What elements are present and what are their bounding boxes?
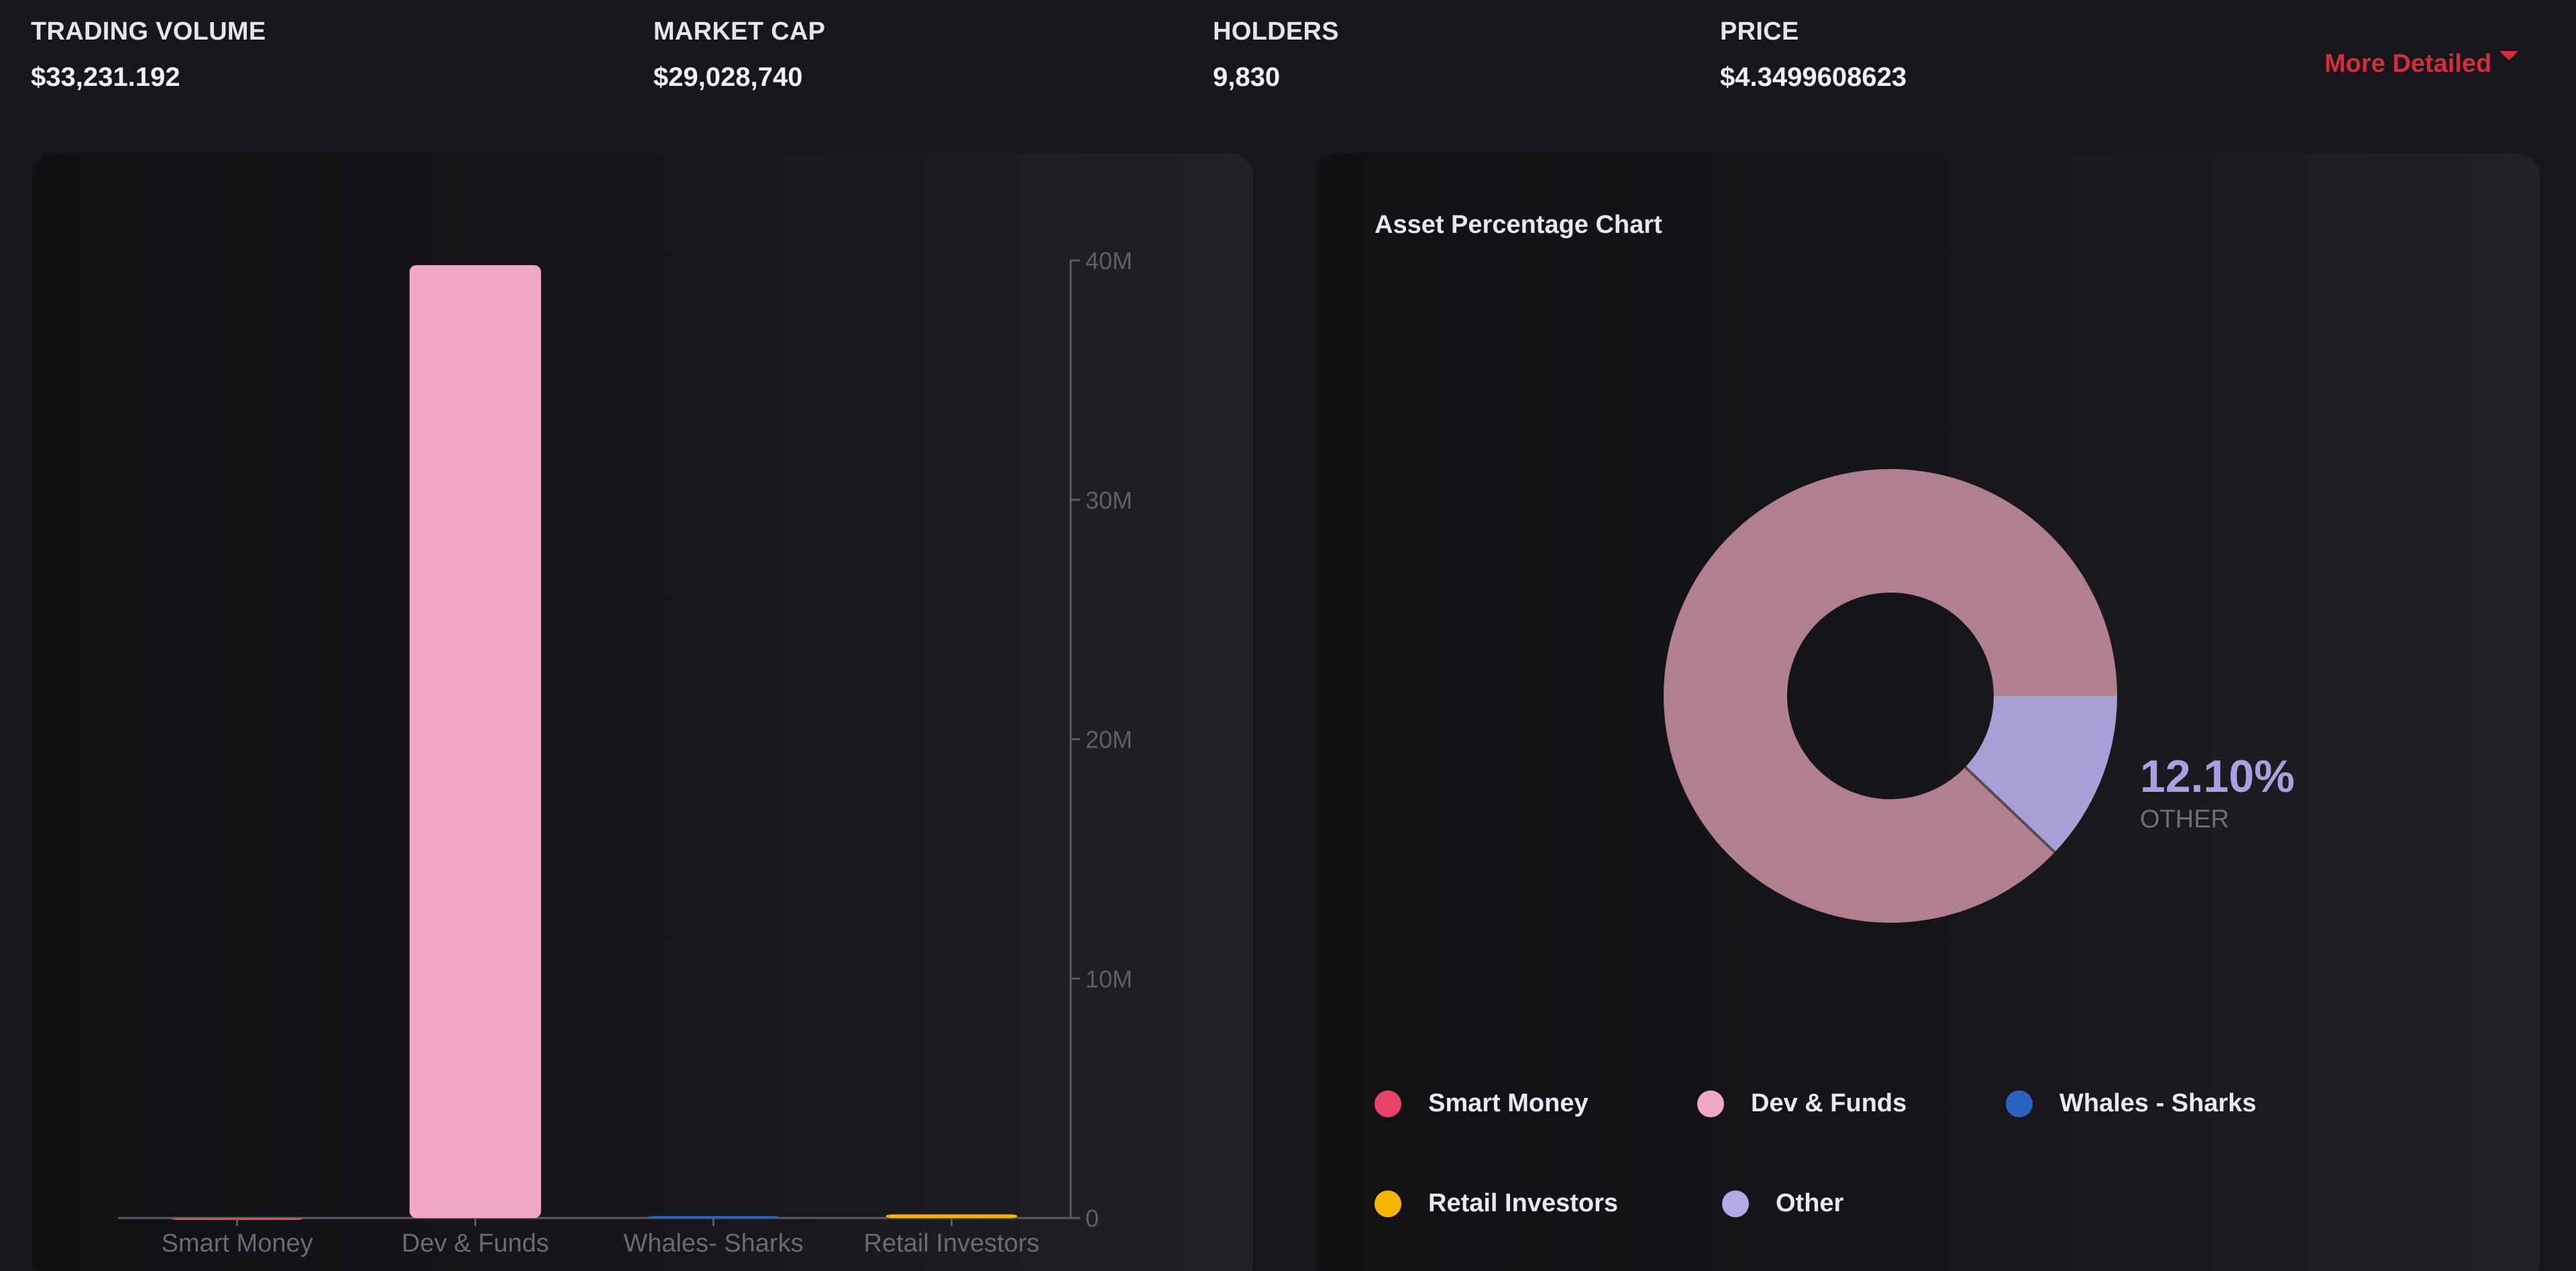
stat-market-cap: MARKET CAP $29,028,740 — [653, 17, 825, 93]
bar[interactable] — [647, 1216, 780, 1219]
highlight-label: OTHER — [2140, 805, 2229, 833]
donut-slice-other[interactable] — [1965, 696, 2117, 852]
legend-dot — [2006, 1090, 2033, 1117]
stat-value: 9,830 — [1213, 62, 1281, 92]
donut-chart-panel — [1316, 153, 2540, 1271]
legend-item-dev-funds[interactable]: Dev & Funds — [1697, 1089, 1907, 1118]
more-detailed-dropdown[interactable]: More Detailed — [2324, 50, 2519, 79]
bar[interactable] — [171, 1218, 303, 1220]
more-detailed-label: More Detailed — [2324, 50, 2492, 78]
legend-label: Whales - Sharks — [2059, 1089, 2257, 1117]
y-tick-label: 10M — [1085, 965, 1132, 993]
legend-dot — [1375, 1090, 1401, 1117]
caret-down-icon — [2500, 51, 2519, 60]
stat-value: $29,028,740 — [653, 62, 803, 92]
x-tick-label: Whales- Sharks — [623, 1229, 803, 1258]
legend-dot — [1722, 1190, 1749, 1217]
stat-label: TRADING VOLUME — [31, 17, 266, 46]
stat-trading-volume: TRADING VOLUME $33,231.192 — [31, 17, 266, 93]
bar-chart-panel — [32, 153, 1253, 1271]
stat-label: MARKET CAP — [653, 17, 826, 46]
stat-label: PRICE — [1720, 17, 1799, 46]
legend-item-smart-money[interactable]: Smart Money — [1375, 1089, 1589, 1118]
donut-slice-dev-funds[interactable] — [1664, 469, 2117, 923]
legend-label: Other — [1776, 1189, 1844, 1217]
legend-dot — [1697, 1090, 1724, 1117]
y-tick-label: 20M — [1085, 726, 1132, 754]
legend-label: Retail Investors — [1428, 1189, 1618, 1217]
legend-item-other[interactable]: Other — [1722, 1189, 1843, 1218]
stat-value: $33,231.192 — [31, 62, 180, 92]
x-tick-label: Retail Investors — [864, 1229, 1040, 1258]
x-tick-label: Dev & Funds — [402, 1229, 549, 1258]
slice-separator — [1964, 766, 2056, 854]
y-tick-label: 30M — [1085, 487, 1132, 514]
stat-holders: HOLDERS 9,830 — [1213, 17, 1339, 93]
legend-item-retail-investors[interactable]: Retail Investors — [1375, 1189, 1618, 1218]
chart-title: Asset Percentage Chart — [1375, 211, 1662, 239]
stat-price: PRICE $4.3499608623 — [1720, 17, 1907, 93]
bar[interactable] — [409, 265, 541, 1218]
highlight-percent: 12.10% — [2140, 751, 2295, 802]
y-tick-label: 40M — [1085, 247, 1132, 274]
legend-label: Dev & Funds — [1751, 1089, 1907, 1117]
legend-dot — [1375, 1190, 1401, 1217]
stat-value: $4.3499608623 — [1720, 62, 1907, 92]
legend-item-whales-sharks[interactable]: Whales - Sharks — [2006, 1089, 2257, 1118]
x-tick-label: Smart Money — [162, 1229, 313, 1258]
bar[interactable] — [885, 1214, 1018, 1218]
stat-label: HOLDERS — [1213, 17, 1339, 46]
legend-label: Smart Money — [1428, 1089, 1589, 1117]
y-tick-label: 0 — [1085, 1205, 1099, 1232]
